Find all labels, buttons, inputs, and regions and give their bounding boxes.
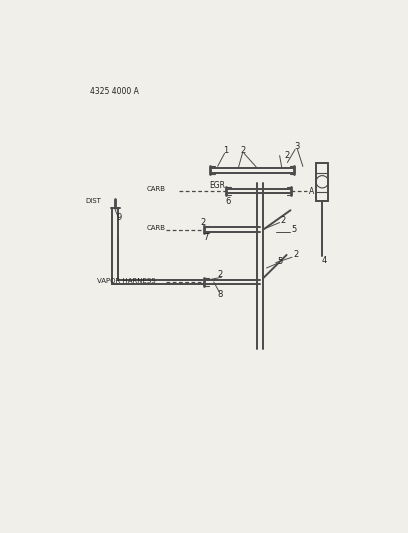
Text: 6: 6 xyxy=(225,197,231,206)
Text: 7: 7 xyxy=(203,233,208,243)
Text: 4: 4 xyxy=(321,256,326,265)
Text: 1: 1 xyxy=(223,146,228,155)
Text: CARB: CARB xyxy=(147,225,166,231)
Text: 5: 5 xyxy=(291,225,296,234)
Text: 2: 2 xyxy=(293,251,299,260)
Text: DIST: DIST xyxy=(86,198,101,204)
Text: 8: 8 xyxy=(217,290,223,300)
Text: 4325 4000 A: 4325 4000 A xyxy=(90,87,139,96)
Text: 2: 2 xyxy=(281,216,286,225)
Text: 2: 2 xyxy=(200,218,206,227)
Text: 2: 2 xyxy=(241,146,246,155)
Text: EGR: EGR xyxy=(209,181,225,190)
Text: CARB: CARB xyxy=(147,185,166,192)
Text: VAPOR HARNESS: VAPOR HARNESS xyxy=(97,278,155,284)
Text: 2: 2 xyxy=(284,151,290,160)
Text: A: A xyxy=(309,187,314,196)
Text: 3: 3 xyxy=(294,142,299,151)
Text: 9: 9 xyxy=(117,213,122,222)
Text: 5: 5 xyxy=(277,256,282,265)
Text: 2: 2 xyxy=(217,270,223,279)
